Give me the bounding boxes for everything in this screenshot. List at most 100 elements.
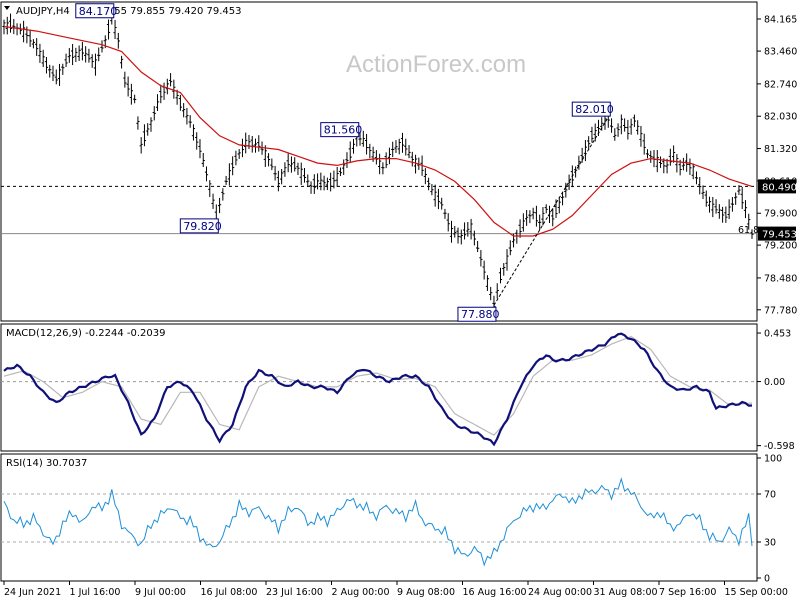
price-bar: [80, 41, 84, 61]
price-level-tag: 80.490: [758, 179, 797, 194]
price-bar: [289, 156, 294, 173]
price-bar: [580, 147, 584, 163]
price-bar: [221, 188, 225, 201]
price-y-tick-label: 79.200: [764, 241, 797, 252]
collapse-triangle-icon[interactable]: [4, 6, 10, 10]
x-tick-label: 31 Aug 08:00: [594, 587, 658, 598]
price-bar: [730, 197, 735, 212]
price-bar: [740, 187, 744, 210]
price-bar: [466, 222, 470, 237]
price-bar: [672, 145, 676, 163]
price-bar: [704, 190, 708, 207]
price-bar: [629, 118, 633, 135]
price-bar: [198, 139, 202, 159]
price-bar: [231, 156, 235, 176]
macd-panel-frame: [0, 323, 758, 452]
time-x-axis: 24 Jun 2021 1 Jul 16:00 9 Jul 00:00 16 Jul …: [3, 581, 788, 598]
price-bar: [489, 286, 493, 301]
rsi-y-tick-label: 0: [764, 574, 770, 585]
price-bar: [31, 39, 35, 49]
price-bar: [508, 240, 512, 256]
price-bar: [387, 147, 392, 165]
price-extreme-label-text: 79.820: [183, 220, 222, 233]
price-bar: [453, 226, 457, 238]
rsi-y-tick-label: 30: [764, 538, 776, 549]
price-bar: [436, 188, 441, 210]
price-extreme-label: 79.820: [179, 218, 222, 234]
price-bar: [312, 174, 316, 194]
price-y-tick-label: 84.165: [764, 14, 797, 25]
price-bar: [119, 55, 124, 69]
price-bar: [665, 158, 669, 174]
price-bar: [430, 184, 434, 196]
price-bar: [93, 53, 98, 76]
price-bar: [283, 162, 287, 177]
price-bar: [165, 78, 169, 95]
price-bar: [319, 172, 323, 191]
price-bar: [152, 106, 156, 121]
price-bar: [724, 206, 728, 223]
x-tick-label: 24 Jun 2021: [4, 587, 61, 598]
price-annotations: 84.170 79.820 81.560 77.880 82.010 61.8: [75, 3, 759, 322]
price-bar: [188, 115, 192, 128]
price-bar: [446, 213, 450, 232]
price-bar: [335, 166, 339, 187]
price-bar: [495, 283, 499, 299]
price-y-tick-label: 77.780: [764, 305, 797, 316]
price-bar: [541, 207, 545, 226]
price-bar: [142, 124, 147, 147]
price-panel-frame: [0, 1, 758, 322]
price-bar: [675, 153, 679, 173]
price-bar: [639, 125, 643, 147]
price-bar: [410, 151, 414, 167]
price-bar: [129, 83, 133, 105]
rsi-y-axis: 100 70 30 0: [757, 454, 782, 585]
price-bar: [21, 20, 26, 43]
price-bar: [391, 141, 395, 158]
price-bar: [302, 167, 307, 183]
price-bar: [658, 156, 663, 168]
price-bar: [182, 103, 186, 118]
rsi-line: [3, 477, 753, 567]
price-bar: [378, 153, 382, 175]
price-bar: [175, 89, 179, 105]
price-bar: [701, 185, 705, 200]
price-bar: [306, 174, 310, 187]
x-tick-label: 9 Aug 08:00: [397, 587, 455, 598]
price-bar: [35, 38, 39, 56]
price-level-tag: 79.453: [758, 226, 797, 241]
price-y-tick-label: 79.900: [764, 209, 797, 220]
price-bar: [469, 218, 473, 240]
price-bar: [427, 177, 431, 191]
price-extreme-label-text: 77.880: [461, 308, 500, 321]
price-bar: [100, 40, 104, 53]
price-bar: [315, 173, 320, 190]
price-bar: [191, 124, 196, 141]
price-bar: [70, 43, 75, 66]
price-bar: [133, 94, 137, 104]
price-bar: [106, 19, 111, 40]
price-bar: [12, 18, 16, 35]
price-bar: [711, 197, 715, 218]
price-bar: [270, 158, 274, 171]
price-bar: [5, 16, 9, 35]
price-bar: [583, 139, 588, 162]
price-bar: [668, 148, 672, 166]
price-bars: [2, 10, 754, 315]
price-bar: [485, 275, 490, 291]
price-extreme-label-text: 81.560: [324, 124, 363, 137]
price-bar: [649, 150, 653, 163]
price-bar: [38, 43, 42, 63]
price-y-tick-label: 78.480: [764, 273, 797, 284]
price-bar: [482, 260, 486, 280]
price-bar: [662, 158, 666, 174]
price-bar: [87, 48, 91, 63]
price-level-tag-text: 80.490: [762, 182, 797, 193]
price-bar: [564, 182, 568, 198]
price-bar: [322, 175, 326, 191]
price-bar: [332, 170, 336, 189]
price-bar: [636, 120, 640, 135]
x-tick-label: 16 Jul 08:00: [201, 587, 258, 598]
price-bar: [505, 249, 509, 271]
